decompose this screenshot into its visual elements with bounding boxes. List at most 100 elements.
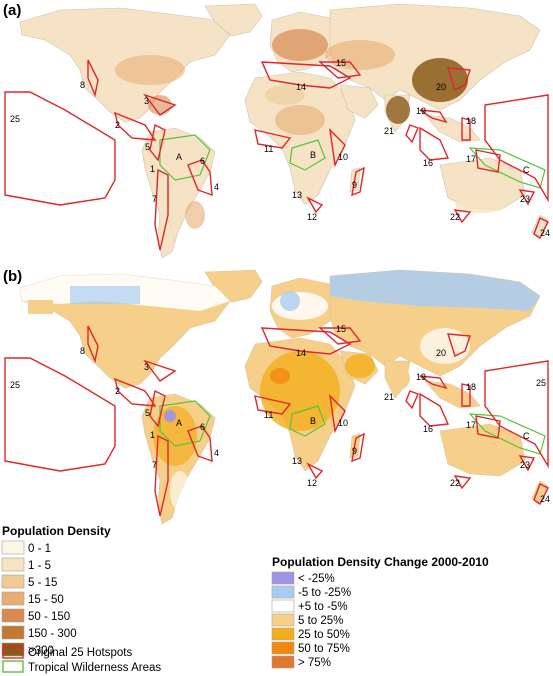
panel-a-label: (a) bbox=[3, 2, 21, 19]
hotspot-label: 12 bbox=[307, 478, 317, 488]
hotspot-label: 21 bbox=[384, 126, 394, 136]
hotspot-label: 25 bbox=[536, 378, 546, 388]
legend-label: < -25% bbox=[298, 573, 335, 585]
hotspot-label: 12 bbox=[307, 212, 317, 222]
legend-swatch bbox=[1, 574, 25, 589]
hotspot-label: 16 bbox=[423, 424, 433, 434]
legend-label: 0 - 1 bbox=[28, 543, 51, 555]
legend-label: > 75% bbox=[298, 657, 331, 669]
legend-label: 15 - 50 bbox=[28, 594, 64, 606]
hotspot-label: 13 bbox=[292, 190, 302, 200]
legend-swatch bbox=[271, 627, 295, 641]
legend-label: 1 - 5 bbox=[28, 560, 51, 572]
hotspot-label: 7 bbox=[152, 194, 157, 204]
wilderness-label: B bbox=[310, 416, 316, 426]
hotspot-label: 8 bbox=[80, 346, 85, 356]
hotspot-label: 24 bbox=[540, 494, 550, 504]
hotspot-label: 6 bbox=[200, 422, 205, 432]
hotspot-label: 1 bbox=[150, 164, 155, 174]
hotspot-label: 10 bbox=[338, 418, 348, 428]
legend-swatch bbox=[1, 608, 25, 623]
panel-b-labels: 25 8 3 2 5 A 6 1 4 7 15 14 20 19 21 11 B… bbox=[10, 324, 550, 504]
hotspot-label: 15 bbox=[336, 58, 346, 68]
legend-change-items: < -25% -5 to -25% +5 to -5% 5 to 25% 25 … bbox=[271, 571, 351, 669]
panel-b: 25 8 3 2 5 A 6 1 4 7 15 14 20 19 21 11 B… bbox=[3, 268, 550, 525]
hotspot-label: 20 bbox=[436, 82, 446, 92]
hotspot-label: 5 bbox=[145, 408, 150, 418]
hotspot-label: 18 bbox=[466, 382, 476, 392]
hotspot-label: 23 bbox=[520, 194, 530, 204]
legend-swatch bbox=[1, 625, 25, 640]
hotspot-label: 10 bbox=[338, 152, 348, 162]
legend-label: 50 - 150 bbox=[28, 611, 70, 623]
hotspot-label: 11 bbox=[264, 144, 273, 154]
hotspot-label: 19 bbox=[416, 372, 426, 382]
hotspot-label: 15 bbox=[336, 324, 346, 334]
hotspot-label: 14 bbox=[296, 82, 306, 92]
legend-swatch bbox=[1, 540, 25, 555]
hotspot-label: 25 bbox=[10, 114, 20, 124]
legend-label: -5 to -25% bbox=[298, 587, 351, 599]
wilderness-label: C bbox=[523, 431, 530, 441]
hotspot-label: 21 bbox=[384, 392, 394, 402]
legend-density-title: Population Density bbox=[2, 524, 111, 538]
hotspot-label: 8 bbox=[80, 80, 85, 90]
hotspot-label: 19 bbox=[416, 106, 426, 116]
panel-a: 25 8 3 2 5 A 6 1 4 7 15 14 20 19 21 11 B… bbox=[3, 2, 550, 259]
hotspot-label: 16 bbox=[423, 158, 433, 168]
hotspot-label: 4 bbox=[214, 182, 219, 192]
hotspot-label: 11 bbox=[264, 410, 273, 420]
wilderness-label: A bbox=[176, 418, 182, 428]
panel-b-change-shading bbox=[20, 270, 540, 511]
hotspot-label: 20 bbox=[436, 348, 446, 358]
hotspot-label: 22 bbox=[450, 478, 460, 488]
hotspot-label: 23 bbox=[520, 460, 530, 470]
legend-label: 150 - 300 bbox=[28, 628, 77, 640]
legend-density: Population Density 0 - 1 1 - 5 5 - 15 15… bbox=[1, 524, 161, 674]
hotspot-label: 24 bbox=[540, 228, 550, 238]
legend-label: Tropical Wilderness Areas bbox=[28, 662, 161, 674]
panel-a-density-shading bbox=[115, 29, 505, 229]
hotspot-label: 18 bbox=[466, 116, 476, 126]
panel-b-wilderness-areas bbox=[159, 400, 546, 455]
legend-change: Population Density Change 2000-2010 < -2… bbox=[271, 555, 489, 669]
legend-swatch bbox=[1, 591, 25, 606]
hotspot-label: 5 bbox=[145, 142, 150, 152]
wilderness-label: C bbox=[523, 165, 530, 175]
legend-swatch bbox=[271, 613, 295, 627]
panel-a-wilderness-areas bbox=[159, 134, 546, 189]
legend-outline-swatch bbox=[2, 646, 24, 659]
legend-swatch bbox=[271, 655, 295, 669]
legend-swatch bbox=[271, 641, 295, 655]
legend-change-title: Population Density Change 2000-2010 bbox=[272, 555, 489, 569]
legend-label: 5 - 15 bbox=[28, 577, 57, 589]
legend-label: +5 to -5% bbox=[298, 601, 348, 613]
hotspot-label: 2 bbox=[115, 386, 120, 396]
hotspot-label: 25 bbox=[10, 380, 20, 390]
hotspot-label: 17 bbox=[466, 420, 476, 430]
hotspot-label: 4 bbox=[214, 448, 219, 458]
legend-label: Original 25 Hotspots bbox=[28, 647, 132, 659]
hotspot-label: 6 bbox=[200, 156, 205, 166]
hotspot-label: 14 bbox=[296, 348, 306, 358]
legend-outline-swatch bbox=[2, 660, 24, 673]
panel-a-hotspots bbox=[4, 59, 549, 251]
legend-label: >300 bbox=[28, 645, 54, 657]
legend-label: 25 to 50% bbox=[298, 629, 350, 641]
hotspot-label: 1 bbox=[150, 430, 155, 440]
hotspot-label: 22 bbox=[450, 212, 460, 222]
legend-label: 5 to 25% bbox=[298, 615, 343, 627]
legend-density-items: 0 - 1 1 - 5 5 - 15 15 - 50 50 - 150 150 … bbox=[1, 540, 161, 674]
hotspot-label: 17 bbox=[466, 154, 476, 164]
hotspot-label: 13 bbox=[292, 456, 302, 466]
hotspot-label: 9 bbox=[352, 446, 357, 456]
panel-b-label: (b) bbox=[3, 268, 22, 285]
hotspot-label: 2 bbox=[115, 120, 120, 130]
wilderness-label: B bbox=[310, 150, 316, 160]
panel-a-labels: 25 8 3 2 5 A 6 1 4 7 15 14 20 19 21 11 B… bbox=[10, 58, 550, 238]
legend-swatch bbox=[1, 642, 25, 657]
legend-swatch bbox=[271, 571, 295, 585]
legend-swatch bbox=[271, 585, 295, 599]
legend-label: 50 to 75% bbox=[298, 643, 350, 655]
